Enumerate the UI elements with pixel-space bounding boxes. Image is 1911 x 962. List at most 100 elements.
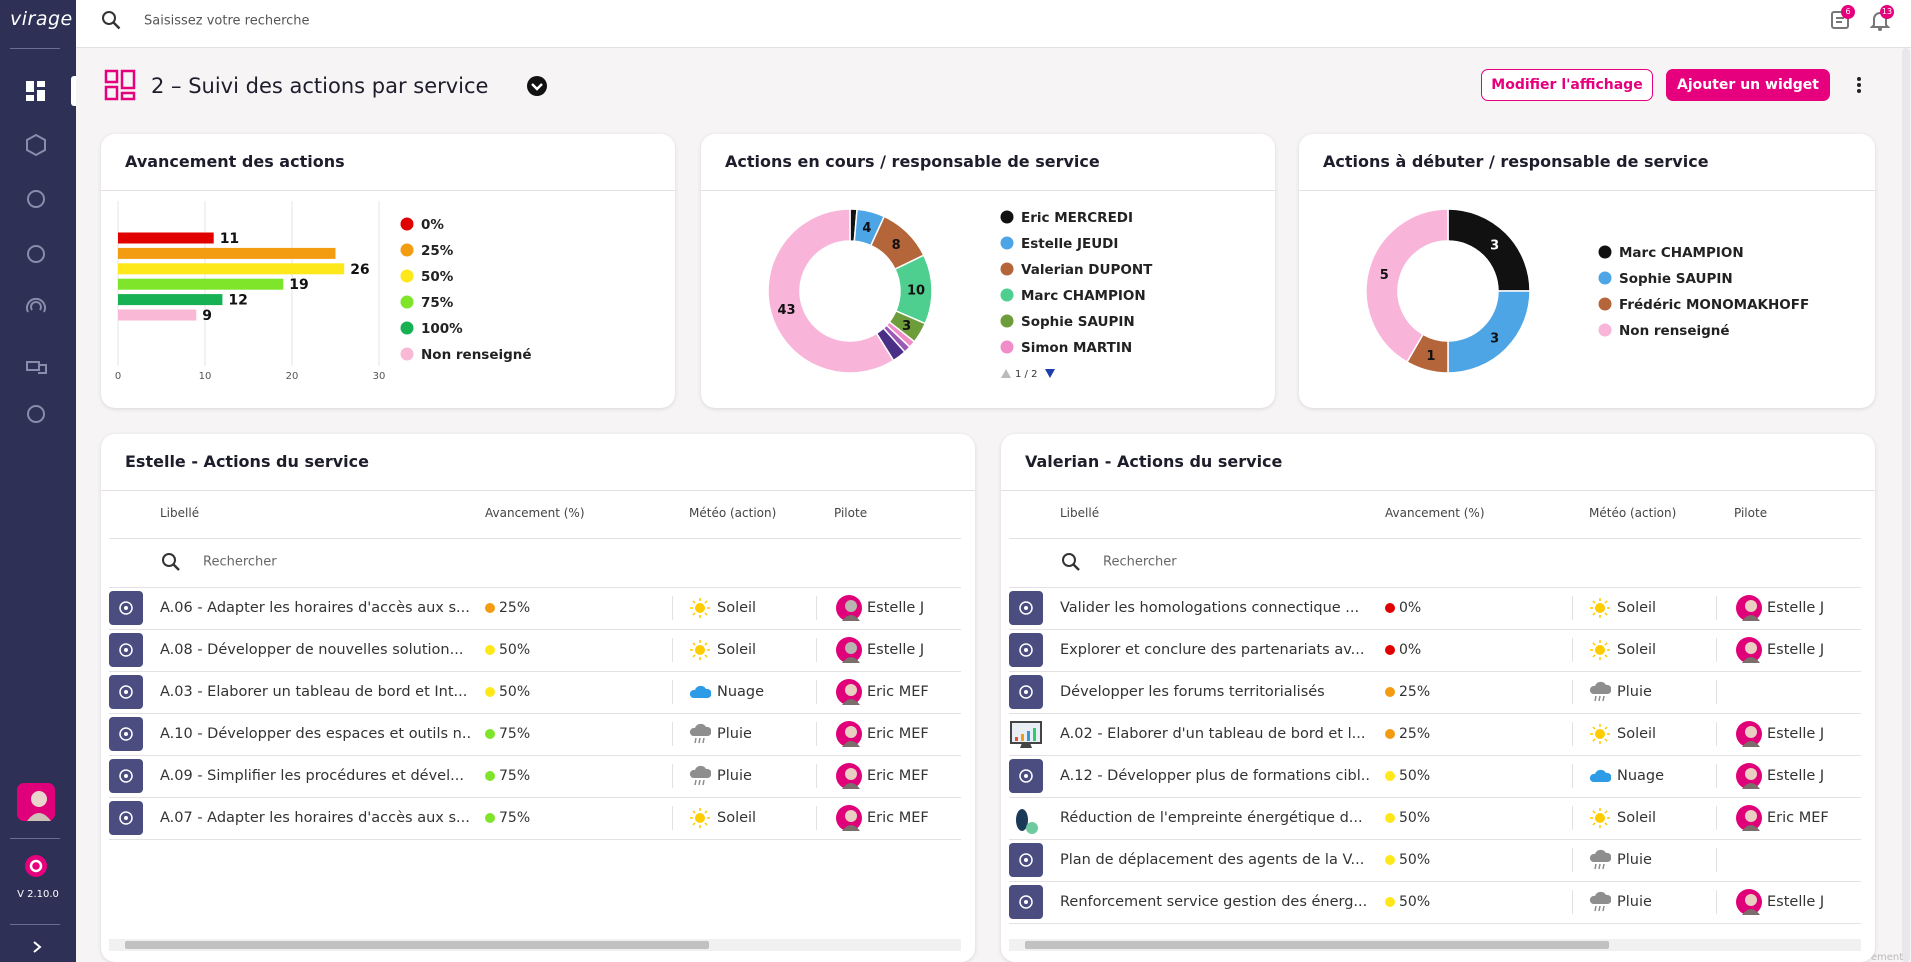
action-label[interactable]: A.06 - Adapter les horaires d'accès aux … <box>160 600 470 616</box>
action-label[interactable]: A.02 - Elaborer d'un tableau de bord et … <box>1060 726 1366 742</box>
legend-marker <box>1598 271 1612 285</box>
sun-ray <box>692 642 696 646</box>
action-label[interactable]: A.07 - Adapter les horaires d'accès aux … <box>160 810 470 826</box>
nav-config[interactable] <box>27 405 45 423</box>
legend-label: 25% <box>421 243 454 259</box>
row-icon-ring <box>119 643 133 657</box>
nav-target[interactable] <box>27 245 45 263</box>
action-label[interactable]: Explorer et conclure des partenariats av… <box>1060 642 1365 658</box>
tasks-icon[interactable] <box>1829 8 1853 32</box>
cell-separator <box>1572 638 1573 662</box>
progress: 25% <box>1399 726 1431 742</box>
pilot[interactable]: Estelle J <box>867 600 925 616</box>
nav-dashboard[interactable] <box>26 81 45 101</box>
rain-drop <box>1602 905 1605 912</box>
action-label[interactable]: Plan de déplacement des agents de la V..… <box>1060 852 1365 868</box>
global-search[interactable]: Saisissez votre recherche <box>144 13 310 29</box>
row-icon-dot <box>124 816 128 820</box>
pilot[interactable]: Estelle J <box>1767 600 1825 616</box>
widget-divider <box>1299 190 1875 191</box>
search-icon[interactable] <box>100 9 122 31</box>
pilot[interactable]: Eric MEF <box>867 684 929 700</box>
column-header[interactable]: Avancement (%) <box>1385 506 1485 520</box>
row-divider <box>1009 923 1861 924</box>
table-search[interactable]: Rechercher <box>203 554 277 570</box>
pilot[interactable]: Eric MEF <box>867 768 929 784</box>
rain-drop <box>1602 863 1605 870</box>
action-label[interactable]: A.03 - Elaborer un tableau de bord et In… <box>160 684 468 700</box>
row-icon-dot <box>1024 900 1028 904</box>
h-scroll-thumb[interactable] <box>125 941 709 949</box>
more-menu[interactable] <box>1854 75 1864 95</box>
pilot[interactable]: Estelle J <box>867 642 925 658</box>
rain-drop <box>1598 863 1601 870</box>
action-label[interactable]: A.10 - Développer des espaces et outils … <box>160 726 470 742</box>
row-icon-badge <box>1026 822 1038 834</box>
h-scroll-thumb[interactable] <box>1025 941 1609 949</box>
action-label[interactable]: Réduction de l'empreinte énergétique d..… <box>1060 810 1363 826</box>
logo[interactable]: virage <box>10 8 73 30</box>
pilot-avatar <box>836 763 862 789</box>
sidebar-expand[interactable] <box>30 940 44 954</box>
bar <box>118 278 284 290</box>
data-label: 3 <box>1490 238 1499 253</box>
page-scrollbar[interactable] <box>1902 48 1910 962</box>
action-label[interactable]: Renforcement service gestion des énerg..… <box>1060 894 1368 910</box>
row-type-icon <box>109 675 143 709</box>
pilot[interactable]: Eric MEF <box>867 810 929 826</box>
pilot[interactable]: Eric MEF <box>1767 810 1829 826</box>
column-header[interactable]: Météo (action) <box>689 506 777 520</box>
row-icon-dot <box>124 774 128 778</box>
page-icon <box>104 69 136 101</box>
pie-slice <box>1365 208 1449 364</box>
pilot[interactable]: Estelle J <box>1767 726 1825 742</box>
action-label[interactable]: Développer les forums territorialisés <box>1060 684 1325 700</box>
cell-separator <box>816 764 817 788</box>
column-header[interactable]: Libellé <box>1060 506 1100 520</box>
edit-button[interactable]: Modifier l'affichage <box>1481 69 1653 101</box>
cell-separator <box>1716 890 1717 914</box>
progress-dot <box>1385 729 1395 739</box>
add-widget-button[interactable]: Ajouter un widget <box>1666 69 1830 101</box>
legend-label: Estelle JEUDI <box>1021 236 1118 252</box>
pilot[interactable]: Estelle J <box>1767 894 1825 910</box>
nav-users[interactable] <box>26 361 47 374</box>
avatar-face <box>845 642 857 654</box>
weather: Pluie <box>1617 852 1652 868</box>
legend-prev[interactable] <box>1001 369 1011 378</box>
action-label[interactable]: A.12 - Développer plus de formations cib… <box>1060 768 1370 784</box>
pilot[interactable]: Eric MEF <box>867 726 929 742</box>
sun <box>695 603 705 613</box>
sun-ray <box>1604 612 1608 616</box>
dashboard-select[interactable] <box>526 75 548 97</box>
row-type-icon <box>109 591 143 625</box>
nav-signal[interactable] <box>26 297 46 313</box>
table-search[interactable]: Rechercher <box>1103 554 1177 570</box>
column-header[interactable]: Libellé <box>160 506 200 520</box>
column-header[interactable]: Pilote <box>834 506 868 520</box>
data-label: 11 <box>220 231 239 247</box>
nav-settings-a[interactable] <box>27 190 45 208</box>
sun-ray <box>704 612 708 616</box>
user-avatar[interactable] <box>17 783 55 821</box>
column-header[interactable]: Pilote <box>1734 506 1768 520</box>
action-label[interactable]: Valider les homologations connectique ..… <box>1060 600 1360 616</box>
column-header[interactable]: Avancement (%) <box>485 506 585 520</box>
action-label[interactable]: A.08 - Développer de nouvelles solution.… <box>160 642 464 658</box>
progress: 50% <box>1399 894 1431 910</box>
pilot[interactable]: Estelle J <box>1767 768 1825 784</box>
progress-dot <box>1385 645 1395 655</box>
cell-separator <box>816 680 817 704</box>
cell-separator <box>1716 848 1717 872</box>
rain-cloud <box>689 765 711 778</box>
legend-next[interactable] <box>1045 369 1055 378</box>
pilot[interactable]: Estelle J <box>1767 642 1825 658</box>
action-label[interactable]: A.09 - Simplifier les procédures et déve… <box>160 768 464 784</box>
column-header[interactable]: Météo (action) <box>1589 506 1677 520</box>
avatar-face <box>845 726 857 738</box>
nav-modules[interactable] <box>26 133 46 157</box>
row-type-icon <box>109 633 143 667</box>
cell-separator <box>672 806 673 830</box>
row-divider <box>109 839 961 840</box>
